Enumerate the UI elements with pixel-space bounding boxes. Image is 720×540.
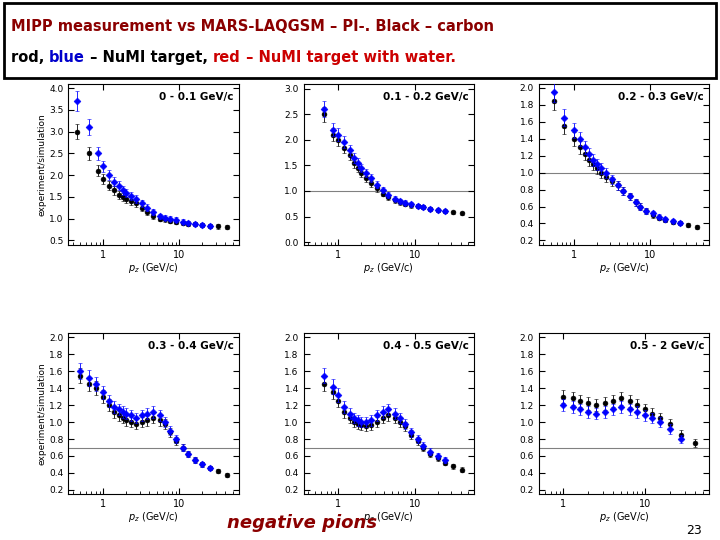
Y-axis label: experiment/simulation: experiment/simulation — [37, 362, 46, 465]
Text: 0.2 - 0.3 GeV/c: 0.2 - 0.3 GeV/c — [618, 92, 704, 102]
Text: red: red — [213, 50, 241, 65]
X-axis label: $p_z$ (GeV/c): $p_z$ (GeV/c) — [364, 510, 414, 524]
Text: 23: 23 — [686, 524, 702, 537]
X-axis label: $p_z$ (GeV/c): $p_z$ (GeV/c) — [364, 261, 414, 275]
Text: blue: blue — [49, 50, 85, 65]
Text: – NuMI target with water.: – NuMI target with water. — [241, 50, 456, 65]
Text: – NuMI target,: – NuMI target, — [85, 50, 213, 65]
Text: negative pions: negative pions — [228, 514, 377, 532]
X-axis label: $p_z$ (GeV/c): $p_z$ (GeV/c) — [128, 510, 179, 524]
Text: rod,: rod, — [11, 50, 49, 65]
X-axis label: $p_z$ (GeV/c): $p_z$ (GeV/c) — [128, 261, 179, 275]
Text: 0.5 - 2 GeV/c: 0.5 - 2 GeV/c — [629, 341, 704, 351]
Text: 0.1 - 0.2 GeV/c: 0.1 - 0.2 GeV/c — [383, 92, 469, 102]
Text: MIPP measurement vs MARS-LAQGSM – PI-. Black – carbon: MIPP measurement vs MARS-LAQGSM – PI-. B… — [11, 19, 494, 35]
Text: 0.3 - 0.4 GeV/c: 0.3 - 0.4 GeV/c — [148, 341, 234, 351]
X-axis label: $p_z$ (GeV/c): $p_z$ (GeV/c) — [598, 261, 649, 275]
Text: 0.4 - 0.5 GeV/c: 0.4 - 0.5 GeV/c — [383, 341, 469, 351]
Text: 0 - 0.1 GeV/c: 0 - 0.1 GeV/c — [159, 92, 234, 102]
Y-axis label: experiment/simulation: experiment/simulation — [37, 113, 46, 215]
X-axis label: $p_z$ (GeV/c): $p_z$ (GeV/c) — [598, 510, 649, 524]
